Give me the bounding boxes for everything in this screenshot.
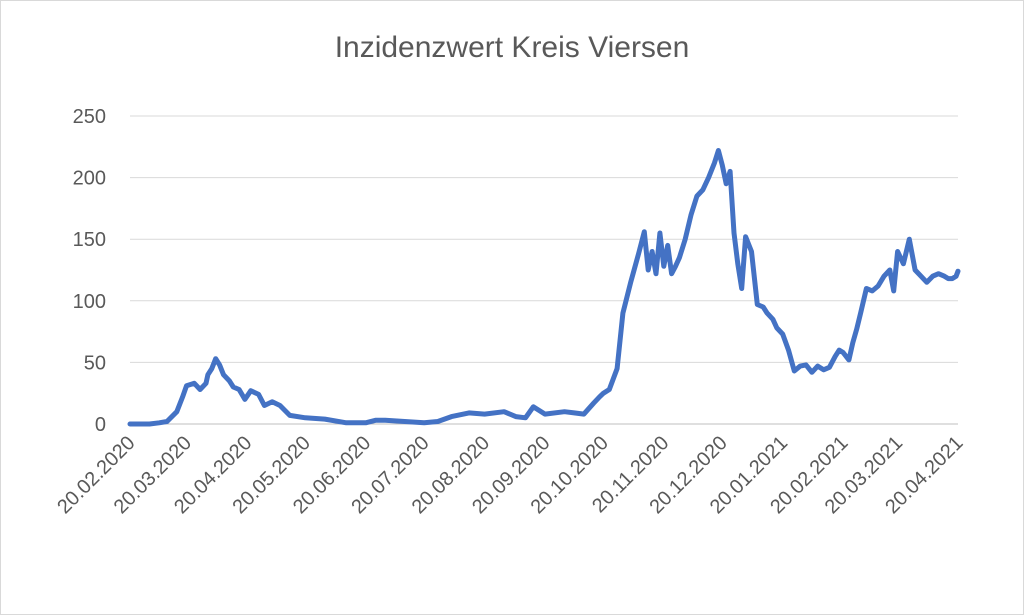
y-tick-label: 50 bbox=[84, 352, 106, 374]
y-tick-label: 100 bbox=[73, 291, 106, 313]
gridlines bbox=[130, 115, 958, 363]
y-axis-tick-labels: 0 50 100 150 200 250 bbox=[73, 106, 106, 436]
x-axis-tick-labels: 20.02.202020.03.202020.04.202020.05.2020… bbox=[53, 432, 967, 518]
series-line bbox=[127, 148, 961, 427]
y-tick-label: 150 bbox=[73, 229, 106, 251]
y-tick-label: 0 bbox=[95, 414, 106, 436]
y-tick-label: 200 bbox=[73, 168, 106, 190]
y-tick-label: 250 bbox=[73, 106, 106, 128]
series-layer bbox=[127, 148, 961, 427]
chart-title: Inzidenzwert Kreis Viersen bbox=[335, 31, 690, 64]
